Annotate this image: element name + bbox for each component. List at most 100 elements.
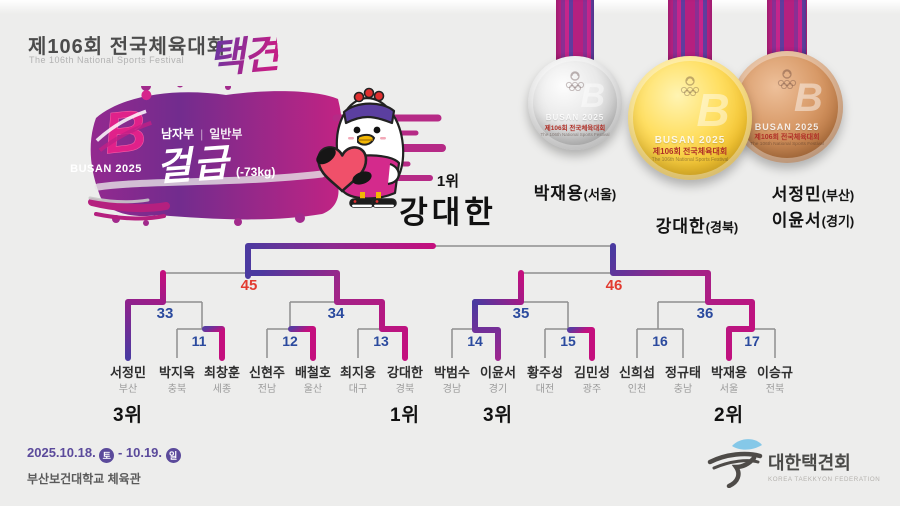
bronze-medal-event-en-text: The 106th National Sports Festival — [750, 142, 824, 148]
player-rank: 3위 — [482, 405, 514, 426]
winner-region: (경북) — [705, 220, 739, 235]
day-sunday-badge: 일 — [165, 448, 181, 463]
path-bronze-leeyunseo-a — [472, 299, 501, 361]
taekkyon-calligraphy: 택견 — [206, 21, 280, 85]
player-rank: 3위 — [112, 405, 144, 426]
player-region: 전남 — [257, 384, 277, 395]
player-name: 신희섭 — [619, 365, 655, 380]
player-name: 김민성 — [574, 365, 610, 380]
player-name: 배철호 — [295, 365, 331, 380]
gold-medal: B BUSAN 2025 제106회 전국체육대회 The 106th Nati… — [628, 56, 752, 180]
weight-class-calligraphy: 걸급 — [154, 142, 232, 190]
event-subtitle: The 106th National Sports Festival — [29, 55, 185, 65]
silver-medal-busan-text: BUSAN 2025 — [545, 112, 605, 122]
date-start: 2025.10.18. — [27, 445, 96, 460]
match-number-36: 36 — [696, 305, 714, 322]
match-number-46: 46 — [605, 277, 623, 294]
silver-medal-emblem-icon — [565, 71, 585, 92]
bronze-medal-event-text: 제106회 전국체육대회 — [754, 134, 820, 142]
gold-medal-emblem-icon — [680, 76, 700, 96]
bronze-winner-label: 이윤서(경기) — [738, 206, 888, 231]
player-name: 최창훈 — [204, 365, 240, 380]
player-region: 대전 — [535, 384, 555, 395]
player-region: 경기 — [488, 384, 508, 395]
player-region: 경북 — [395, 384, 415, 395]
match-number-17: 17 — [744, 333, 760, 349]
player-region: 세종 — [212, 384, 232, 395]
player-region: 광주 — [582, 384, 602, 395]
player-name: 최지웅 — [340, 365, 376, 380]
federation-swoosh-icon — [707, 451, 763, 488]
silver-medal-face: B BUSAN 2025 제106회 전국체육대회 The 106th Nati… — [528, 56, 622, 150]
player-name: 박범수 — [434, 365, 470, 380]
player-name: 박지욱 — [159, 365, 195, 380]
gold-winner-label: 강대한(경북) — [622, 212, 772, 237]
path-bronze-leeyunseo-b — [472, 270, 524, 305]
match-number-12: 12 — [282, 333, 298, 349]
venue: 부산보건대학교 체육관 — [27, 472, 141, 486]
winner-name: 박재용 — [533, 184, 584, 203]
bronze-winner-label: 서정민(부산) — [738, 180, 888, 205]
champion-rank: 1위 — [436, 173, 460, 190]
player-name: 서정민 — [110, 365, 146, 380]
player-region: 울산 — [303, 384, 323, 395]
player-rank: 1위 — [389, 405, 421, 426]
svg-text:B: B — [101, 98, 149, 167]
federation-name-svg: 대한택견회 — [768, 453, 851, 473]
champion-name: 강대한 — [399, 195, 497, 230]
match-number-15: 15 — [560, 333, 576, 349]
player-region: 부산 — [118, 384, 138, 395]
player-region: 경남 — [442, 384, 462, 395]
player-region: 충북 — [167, 384, 187, 395]
silver-medal-event-en-text: The 106th National Sports Festival — [540, 131, 610, 137]
gold-medal-b-glyph: B — [696, 84, 730, 137]
player-name: 이윤서 — [480, 365, 516, 380]
path-gold-kangdaehan-final — [245, 243, 436, 279]
player-region: 대구 — [348, 384, 368, 395]
winner-region: (부산) — [821, 188, 855, 203]
player-name: 신현주 — [249, 365, 285, 380]
day-saturday-badge: 토 — [99, 448, 115, 463]
silver-winner-label: 박재용(서울) — [500, 179, 650, 204]
match-number-33: 33 — [156, 305, 174, 322]
busan-b-logo: B — [95, 90, 152, 167]
gold-medal-face: B BUSAN 2025 제106회 전국체육대회 The 106th Nati… — [628, 56, 752, 180]
match-number-35: 35 — [512, 305, 530, 322]
winner-region: (서울) — [583, 187, 617, 202]
player-name: 정규태 — [665, 365, 701, 380]
player-name: 이승규 — [757, 365, 793, 380]
federation-name-en-svg: KOREA TAEKKYON FEDERATION — [768, 476, 880, 483]
player-region: 인천 — [627, 384, 647, 395]
event-dates: 2025.10.18. 토 - 10.19. 일 — [27, 445, 181, 463]
bronze-medal-b-glyph: B — [793, 75, 823, 120]
match-number-11: 11 — [191, 333, 207, 349]
match-number-16: 16 — [652, 333, 668, 349]
silver-medal: B BUSAN 2025 제106회 전국체육대회 The 106th Nati… — [528, 56, 622, 150]
path-silver-parkjaeyong — [610, 243, 755, 361]
top-highlight — [0, 0, 900, 14]
silver-medal-event-text: 제106회 전국체육대회 — [544, 124, 606, 132]
match-number-14: 14 — [467, 333, 483, 349]
winner-name: 이윤서 — [771, 211, 822, 230]
federation-logo: 대한택견회 KOREA TAEKKYON FEDERATION — [702, 434, 882, 488]
bronze-medal-emblem-icon — [777, 69, 797, 89]
player-name: 박재용 — [711, 365, 747, 380]
match-number-45: 45 — [240, 277, 258, 294]
player-name: 강대한 — [387, 365, 423, 380]
winner-name: 서정민 — [771, 185, 822, 204]
player-name: 황주성 — [527, 365, 563, 380]
gold-medal-event-text: 제106회 전국체육대회 — [652, 146, 728, 156]
bronze-medal-busan-text: BUSAN 2025 — [754, 122, 820, 133]
bronze-medal-ribbon — [767, 0, 807, 60]
player-region: 서울 — [719, 384, 739, 395]
winner-region: (경기) — [821, 214, 855, 229]
match-number-34: 34 — [327, 305, 345, 322]
silver-medal-b-glyph: B — [580, 76, 606, 115]
busan-2025-label: BUSAN 2025 — [70, 163, 142, 175]
player-region: 충남 — [673, 384, 693, 395]
winner-name: 강대한 — [655, 217, 706, 236]
bronze-medal-face: B BUSAN 2025 제106회 전국체육대회 The 106th Nati… — [731, 51, 843, 163]
match-number-13: 13 — [373, 333, 389, 349]
date-end: - 10.19. — [117, 445, 163, 460]
